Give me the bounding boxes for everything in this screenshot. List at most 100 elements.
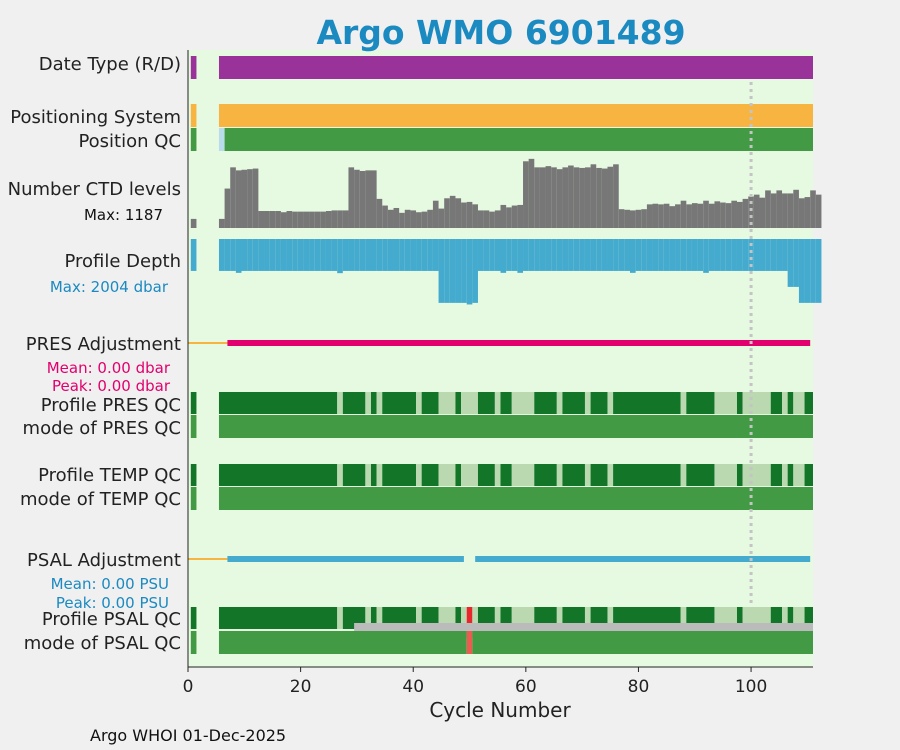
ctd-level-bar <box>776 190 783 228</box>
ctd-level-bar <box>669 206 676 228</box>
profile-depth-bar <box>455 239 462 303</box>
profile-depth-bar <box>342 239 349 271</box>
profile-depth-bar <box>686 239 692 271</box>
profile-pres-qc-segment <box>511 392 535 414</box>
mode-psal-qc-segment <box>472 631 813 654</box>
profile-pres-qc-segment <box>804 392 813 414</box>
ctd-level-bar <box>545 166 552 228</box>
profile-psal-qc-segment <box>376 607 383 629</box>
profile-temp-qc-segment <box>416 464 422 486</box>
profile-temp-qc-segment <box>680 464 687 486</box>
profile-depth-bar <box>613 239 619 271</box>
profile-pres-qc-segment <box>590 392 608 414</box>
ctd-level-bar <box>314 211 321 228</box>
profile-pres-qc-segment <box>607 392 614 414</box>
profile-depth-bar <box>630 239 636 273</box>
label-psal-adjustment: PSAL Adjustment <box>27 550 181 571</box>
ctd-level-bar <box>562 167 569 228</box>
ctd-level-bar <box>618 209 625 228</box>
ctd-level-bar <box>337 210 343 228</box>
profile-temp-qc-segment <box>787 464 794 486</box>
profile-psal-qc-segment <box>466 607 473 629</box>
chart-title: Argo WMO 6901489 <box>316 13 685 52</box>
profile-temp-qc-segment <box>190 464 197 486</box>
profile-pres-qc-segment <box>218 392 338 414</box>
profile-depth-bar <box>680 239 687 271</box>
profile-depth-bar <box>753 239 760 271</box>
profile-depth-bar <box>190 239 197 271</box>
profile-depth-bar <box>506 239 512 271</box>
profile-depth-bar <box>534 239 540 271</box>
profile-depth-bar <box>539 239 546 271</box>
ctd-level-bar <box>601 168 608 228</box>
mode-temp-qc-segment <box>218 487 813 510</box>
ctd-level-bar <box>556 169 563 228</box>
profile-psal-qc-segment <box>500 607 512 629</box>
profile-depth-bar <box>810 239 816 303</box>
x-tick-label: 0 <box>183 677 194 697</box>
label-mode-temp-qc: mode of TEMP QC <box>20 489 181 510</box>
ctd-level-bar <box>584 167 591 228</box>
profile-depth-bar <box>348 239 355 271</box>
psal-adjustment-line <box>475 556 811 562</box>
profile-temp-qc-segment <box>736 464 743 486</box>
ctd-level-bar <box>247 169 253 228</box>
profile-depth-bar <box>472 239 478 303</box>
ctd-level-bar <box>190 218 197 228</box>
profile-depth-bar <box>370 239 377 271</box>
ctd-level-bar <box>528 158 535 228</box>
ctd-level-bar <box>663 203 670 228</box>
psal-adjustment-line <box>188 558 228 560</box>
profile-depth-bar <box>703 239 709 273</box>
ctd-level-bar <box>517 204 524 228</box>
profile-depth-bar <box>416 239 422 271</box>
profile-depth-bar <box>675 239 681 271</box>
position-qc-segment <box>224 128 813 151</box>
profile-pres-qc-segment <box>438 392 456 414</box>
profile-depth-bar <box>720 239 726 271</box>
label-mode-psal-qc: mode of PSAL QC <box>24 633 181 654</box>
profile-depth-bar <box>798 239 805 303</box>
label-pres-peak: Peak: 0.00 dbar <box>52 377 171 395</box>
profile-depth-bar <box>376 239 383 271</box>
x-ticks: 0 20 40 60 80 100 <box>183 667 767 697</box>
profile-psal-qc-segment <box>556 607 563 629</box>
profile-pres-qc-segment <box>342 392 366 414</box>
profile-psal-qc-segment <box>416 607 422 629</box>
profile-temp-qc-segment <box>511 464 535 486</box>
profile-pres-qc-segment <box>190 392 197 414</box>
ctd-level-bar <box>590 164 597 228</box>
position-qc-segment <box>190 128 197 151</box>
profile-psal-qc-segment <box>365 607 371 629</box>
ctd-level-bar <box>736 201 743 228</box>
ctd-level-bar <box>658 204 664 228</box>
ctd-level-bar <box>444 198 450 228</box>
profile-temp-qc-segment <box>382 464 417 486</box>
profile-depth-bar <box>590 239 597 271</box>
profile-psal-qc-segment <box>680 607 687 629</box>
row-labels: Date Type (R/D) Positioning System Posit… <box>8 54 181 654</box>
profile-psal-qc-segment <box>607 607 614 629</box>
profile-depth-bar <box>309 239 315 271</box>
ctd-level-bar <box>686 204 692 228</box>
mode-psal-qc-segment <box>190 631 197 654</box>
bars-layer <box>188 56 822 654</box>
x-tick-label: 60 <box>515 677 537 697</box>
x-axis-label: Cycle Number <box>429 698 571 722</box>
profile-depth-bar <box>432 239 439 271</box>
ctd-level-bar <box>489 211 495 228</box>
positioning-segment <box>218 104 813 127</box>
profile-temp-qc-segment <box>714 464 737 486</box>
profile-psal-qc-segment <box>584 607 591 629</box>
mode-psal-qc-segment <box>218 631 467 654</box>
profile-depth-bar <box>584 239 591 271</box>
profile-pres-qc-segment <box>500 392 512 414</box>
ctd-level-bar <box>258 211 265 228</box>
ctd-level-bar <box>680 200 687 228</box>
profile-psal-qc-segment <box>461 607 467 629</box>
profile-depth-bar <box>691 239 698 271</box>
ctd-level-bar <box>731 200 737 228</box>
profile-pres-qc-segment <box>365 392 371 414</box>
profile-depth-bar <box>224 239 231 271</box>
ctd-level-bar <box>691 203 698 228</box>
